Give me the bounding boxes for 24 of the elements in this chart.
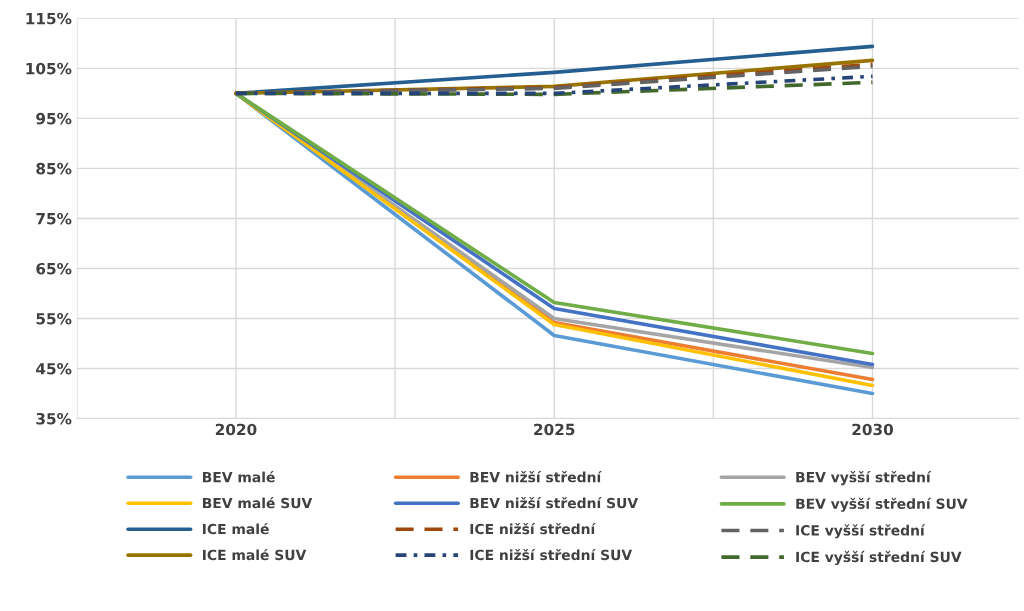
legend-label: BEV nižší střední bbox=[470, 471, 602, 483]
legend-label: ICE vyšší střední bbox=[796, 524, 926, 539]
y-tick-label: 105% bbox=[26, 62, 72, 75]
y-tick-label: 95% bbox=[36, 112, 72, 125]
y-tick-label: 35% bbox=[36, 413, 72, 425]
legend-label: BEV vyšší střední bbox=[796, 471, 932, 486]
y-tick-label: 115% bbox=[26, 12, 72, 25]
legend-label: ICE nižší střední SUV bbox=[470, 548, 633, 561]
legend-label: ICE malé SUV bbox=[203, 548, 307, 561]
legend-label: BEV malé SUV bbox=[203, 497, 313, 509]
x-tick-label: 2025 bbox=[534, 423, 575, 436]
y-tick-label: 65% bbox=[36, 262, 72, 275]
x-tick-label: 2020 bbox=[215, 423, 257, 436]
legend-label: ICE malé bbox=[203, 522, 269, 535]
y-tick-label: 85% bbox=[36, 162, 72, 175]
legend-label: BEV nižší střední SUV bbox=[470, 497, 639, 509]
legend-label: BEV vyšší střední SUV bbox=[796, 497, 968, 512]
y-tick-label: 45% bbox=[36, 362, 72, 375]
y-tick-label: 75% bbox=[36, 212, 72, 225]
legend-label: ICE nižší střední bbox=[470, 522, 596, 535]
x-tick-label: 2030 bbox=[852, 423, 894, 436]
legend-label: BEV malé bbox=[203, 471, 275, 483]
y-tick-label: 55% bbox=[36, 312, 72, 325]
legend-label: ICE vyšší střední SUV bbox=[796, 550, 962, 565]
